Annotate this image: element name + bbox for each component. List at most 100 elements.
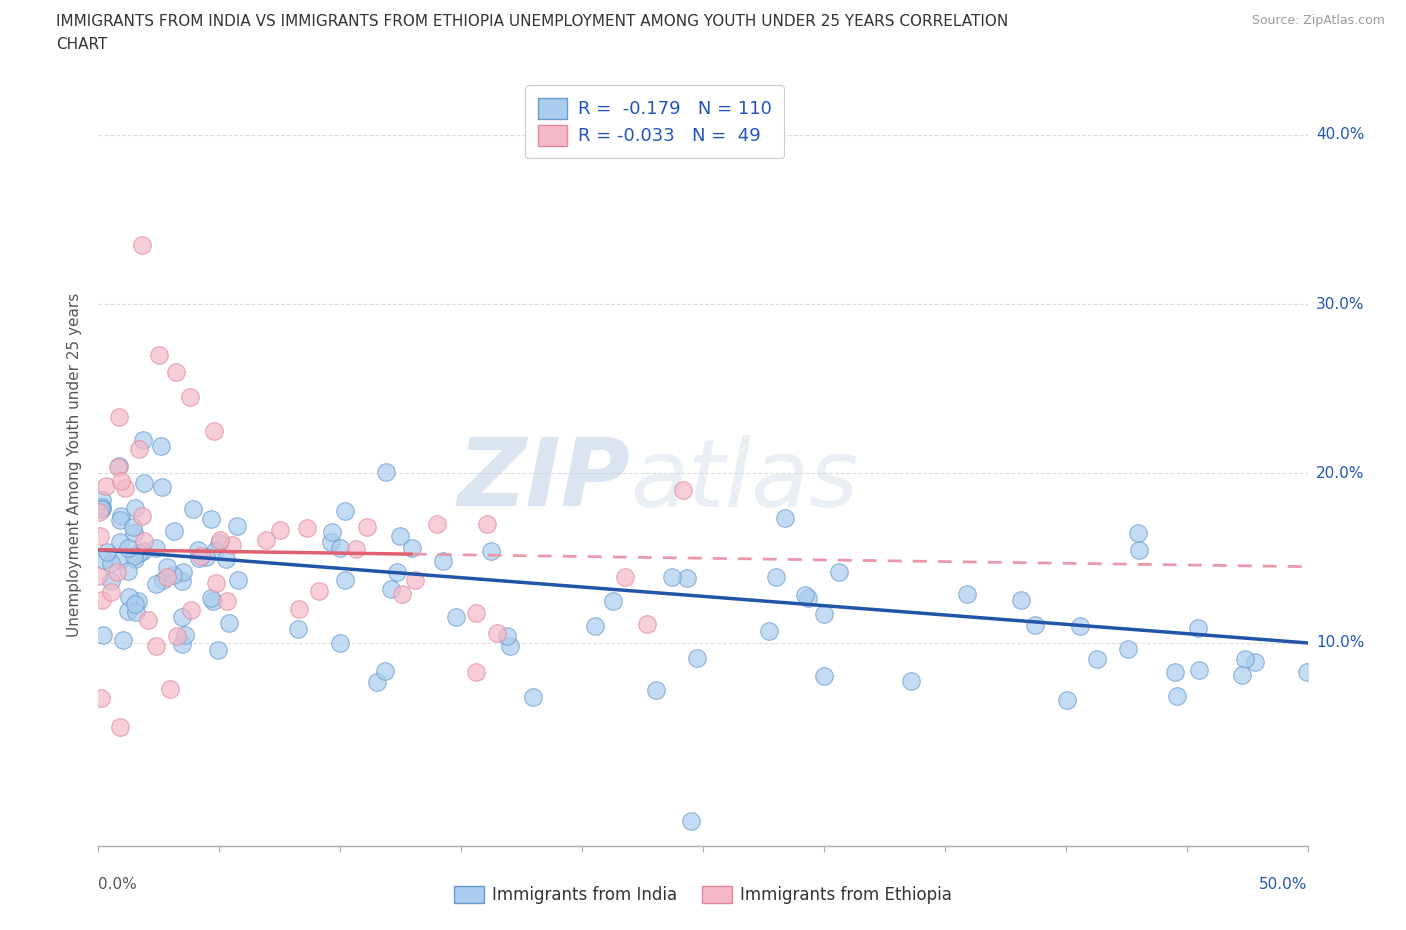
Point: [132, 475, 155, 490]
Point: [90, 691, 112, 706]
Point: [775, 511, 797, 525]
Point: [226, 573, 249, 588]
Point: [124, 500, 146, 515]
Point: [122, 548, 145, 563]
Point: [1166, 688, 1188, 703]
Point: [148, 348, 170, 363]
Point: [105, 565, 128, 579]
Legend: Immigrants from India, Immigrants from Ethiopia: Immigrants from India, Immigrants from E…: [446, 878, 960, 912]
Point: [1233, 651, 1256, 666]
Point: [366, 675, 388, 690]
Point: [444, 610, 467, 625]
Point: [162, 567, 184, 582]
Point: [170, 573, 193, 588]
Point: [1126, 526, 1149, 541]
Point: [107, 459, 129, 474]
Point: [204, 543, 226, 558]
Point: [108, 535, 131, 550]
Point: [1116, 642, 1139, 657]
Point: [127, 593, 149, 608]
Point: [254, 533, 277, 548]
Point: [159, 682, 181, 697]
Text: CHART: CHART: [56, 37, 108, 52]
Point: [90, 493, 112, 508]
Point: [118, 590, 141, 604]
Point: [333, 503, 356, 518]
Point: [100, 574, 122, 589]
Point: [479, 544, 502, 559]
Point: [225, 519, 247, 534]
Point: [190, 549, 212, 564]
Point: [108, 512, 131, 527]
Point: [90, 502, 112, 517]
Point: [152, 573, 174, 588]
Point: [1069, 618, 1091, 633]
Point: [1010, 593, 1032, 608]
Point: [90, 592, 112, 607]
Point: [758, 624, 780, 639]
Point: [156, 559, 179, 574]
Point: [380, 581, 402, 596]
Point: [385, 565, 408, 579]
Point: [496, 628, 519, 643]
Point: [100, 584, 122, 599]
Point: [465, 665, 488, 680]
Point: [1244, 655, 1267, 670]
Point: [132, 544, 155, 559]
Point: [96, 545, 118, 560]
Point: [813, 607, 835, 622]
Point: [1085, 651, 1108, 666]
Point: [828, 565, 851, 579]
Point: [110, 473, 132, 488]
Point: [391, 587, 413, 602]
Text: Source: ZipAtlas.com: Source: ZipAtlas.com: [1251, 14, 1385, 27]
Point: [522, 690, 544, 705]
Point: [475, 516, 498, 531]
Point: [188, 551, 211, 565]
Point: [128, 546, 150, 561]
Point: [131, 237, 153, 252]
Point: [108, 552, 131, 567]
Point: [181, 501, 204, 516]
Point: [329, 635, 352, 650]
Point: [900, 673, 922, 688]
Text: 20.0%: 20.0%: [1316, 466, 1364, 481]
Point: [295, 521, 318, 536]
Point: [215, 593, 238, 608]
Point: [174, 628, 197, 643]
Point: [93, 628, 115, 643]
Point: [404, 573, 426, 588]
Point: [1230, 668, 1253, 683]
Text: 40.0%: 40.0%: [1316, 127, 1364, 142]
Point: [676, 570, 699, 585]
Point: [89, 528, 111, 543]
Point: [1056, 692, 1078, 707]
Point: [117, 604, 139, 618]
Point: [145, 577, 167, 591]
Point: [797, 591, 820, 606]
Point: [110, 509, 132, 524]
Point: [93, 552, 115, 567]
Point: [644, 683, 666, 698]
Point: [215, 551, 238, 566]
Point: [145, 638, 167, 653]
Point: [162, 523, 184, 538]
Point: [464, 605, 486, 620]
Point: [374, 464, 396, 479]
Point: [136, 613, 159, 628]
Y-axis label: Unemployment Among Youth under 25 years: Unemployment Among Youth under 25 years: [67, 293, 83, 637]
Point: [128, 442, 150, 457]
Text: 30.0%: 30.0%: [1316, 297, 1364, 312]
Point: [1187, 621, 1209, 636]
Point: [117, 564, 139, 578]
Point: [124, 596, 146, 611]
Point: [100, 555, 122, 570]
Point: [1128, 542, 1150, 557]
Point: [108, 409, 131, 424]
Point: [117, 540, 139, 555]
Point: [388, 529, 411, 544]
Point: [583, 618, 606, 633]
Point: [145, 540, 167, 555]
Point: [170, 609, 193, 624]
Point: [208, 536, 231, 551]
